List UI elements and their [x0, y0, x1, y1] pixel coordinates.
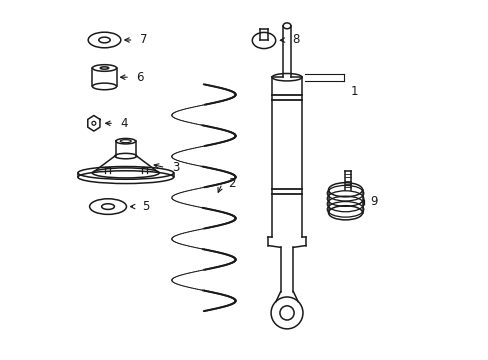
- Text: 7: 7: [140, 33, 147, 46]
- Text: 9: 9: [369, 195, 377, 208]
- Text: 1: 1: [350, 85, 358, 98]
- Text: 2: 2: [228, 177, 236, 190]
- Text: 3: 3: [171, 161, 179, 174]
- Text: 5: 5: [142, 200, 149, 213]
- Text: 8: 8: [292, 33, 299, 46]
- Text: 6: 6: [136, 71, 143, 84]
- Text: 4: 4: [120, 117, 128, 130]
